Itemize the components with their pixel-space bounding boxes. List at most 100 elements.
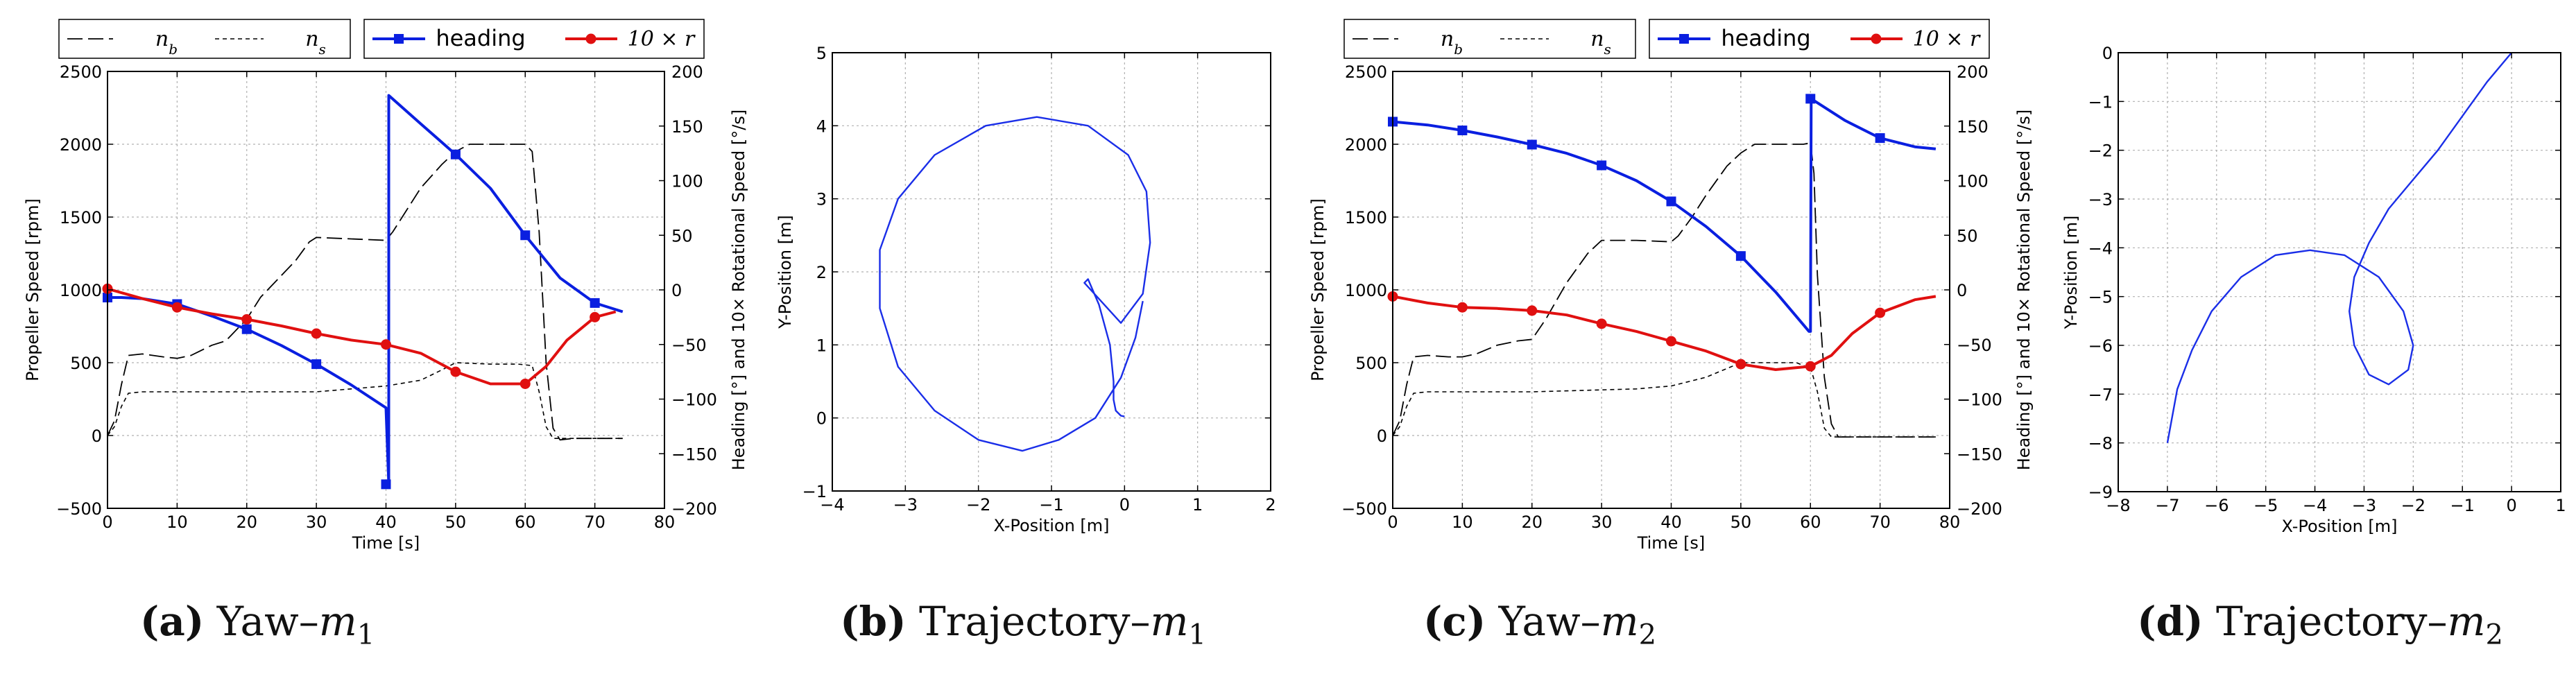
y-tick-label: −1	[802, 482, 827, 501]
y2-tick-label: 50	[1957, 226, 1978, 245]
y-tick-label: −3	[2088, 190, 2113, 209]
y-tick-label: 0	[2102, 44, 2113, 63]
y-tick-label: 0	[816, 409, 827, 429]
rate-marker	[1666, 336, 1676, 347]
y2-tick-label: −100	[671, 390, 717, 410]
y2-axis-label: Heading [°] and 10× Rotational Speed [°/…	[729, 110, 748, 470]
y-axis-label: Propeller Speed [rpm]	[1308, 198, 1328, 381]
x-axis-label: Time [s]	[352, 533, 420, 553]
heading-marker	[590, 298, 600, 308]
y-tick-label: −6	[2088, 336, 2113, 356]
x-tick-label: −3	[893, 495, 918, 515]
series-group-b	[879, 116, 1151, 452]
x-tick-label: −4	[2303, 496, 2327, 515]
y-tick-label: 3	[816, 190, 827, 209]
x-tick-label: −5	[2253, 496, 2278, 515]
y-tick-label: 1500	[60, 208, 102, 227]
rate-marker	[450, 366, 461, 377]
series-line-heading	[1393, 97, 1937, 333]
y-tick-label: 1000	[60, 281, 102, 300]
legend-marker-rate	[1871, 33, 1882, 44]
legend-box-propeller	[58, 19, 351, 59]
x-tick-label: 20	[236, 512, 257, 532]
y-tick-label: −500	[1341, 499, 1387, 519]
series-line-trajectory	[879, 116, 1151, 452]
grid-d	[2118, 52, 2561, 492]
rate-marker	[381, 339, 391, 350]
y2-tick-label: 200	[671, 62, 703, 82]
heading-marker	[1735, 251, 1746, 261]
x-tick-label: −6	[2204, 496, 2229, 515]
y-axis-label: Y-Position [m]	[775, 215, 795, 329]
y-tick-label: 1500	[1345, 208, 1387, 227]
x-tick-label: −3	[2352, 496, 2376, 515]
x-tick-label: 30	[306, 512, 327, 532]
grid-b	[832, 52, 1271, 492]
plot-frame-d	[2118, 52, 2561, 492]
y-tick-label: −2	[2088, 141, 2113, 161]
heading-marker	[1457, 126, 1468, 136]
x-tick-label: 40	[1660, 512, 1682, 532]
y-tick-label: 2500	[60, 62, 102, 82]
legend-label-heading: heading	[1721, 25, 1810, 51]
x-tick-label: 50	[1731, 512, 1752, 532]
rate-marker	[1457, 302, 1468, 313]
x-tick-label: 80	[1939, 512, 1961, 532]
x-tick-label: 40	[375, 512, 397, 532]
x-tick-label: 80	[654, 512, 676, 532]
y2-tick-label: −200	[671, 499, 717, 519]
x-tick-label: 2	[1265, 495, 1276, 515]
grid-c	[1392, 71, 1950, 509]
series-line-n-s	[108, 362, 623, 440]
y-tick-label: 2000	[1345, 135, 1387, 155]
x-tick-label: −4	[820, 495, 844, 515]
x-tick-label: 30	[1591, 512, 1613, 532]
y-tick-label: 5	[816, 44, 827, 63]
series-line-n-s	[1393, 362, 1936, 438]
y2-tick-label: 50	[671, 226, 693, 245]
y2-tick-label: −50	[671, 336, 707, 355]
y-tick-label: −5	[2088, 288, 2113, 307]
y-tick-label: −8	[2088, 434, 2113, 454]
rate-marker	[311, 328, 322, 339]
y2-tick-label: −150	[671, 445, 717, 464]
x-tick-label: 60	[1800, 512, 1821, 532]
y-tick-label: −7	[2088, 385, 2113, 404]
y-tick-label: −500	[56, 499, 102, 519]
y-tick-label: −9	[2088, 483, 2113, 502]
x-tick-label: 1	[2555, 496, 2566, 515]
legend-marker-heading	[1679, 34, 1689, 44]
y-tick-label: −4	[2088, 239, 2113, 258]
legend-label-heading: heading	[436, 25, 525, 51]
y2-tick-label: 100	[671, 172, 703, 191]
y2-tick-label: 150	[1957, 117, 1989, 137]
rate-marker	[1596, 318, 1607, 329]
series-line-n-b	[1393, 141, 1936, 438]
y-tick-label: −1	[2088, 92, 2113, 112]
legend-label-rate: 10 × r	[1913, 27, 1981, 51]
x-tick-label: −2	[2401, 496, 2425, 515]
y-tick-label: 2000	[60, 135, 102, 155]
figure-canvas: 0 10 20 30 40 50 60 70 80−5000500100015002000250…	[23, 19, 2566, 553]
heading-marker	[450, 149, 461, 160]
x-tick-label: 50	[445, 512, 467, 532]
rate-marker	[1805, 361, 1816, 372]
y2-tick-label: 150	[671, 117, 703, 137]
rate-marker	[241, 314, 252, 325]
heading-marker	[241, 324, 252, 334]
y-tick-label: 0	[1377, 426, 1387, 446]
chart-c: 0 10 20 30 40 50 60 70 80−5000500100015002000250…	[1308, 19, 2034, 553]
x-tick-label: −8	[2106, 496, 2130, 515]
series-line-n-b	[108, 144, 623, 441]
rate-marker	[1735, 359, 1746, 370]
y2-tick-label: 200	[1957, 62, 1989, 82]
legend-box-propeller	[1343, 19, 1636, 59]
rate-marker	[1875, 307, 1886, 318]
heading-marker	[1875, 133, 1885, 144]
x-tick-label: 0	[1387, 512, 1398, 532]
chart-a: 0 10 20 30 40 50 60 70 80−5000500100015002000250…	[23, 19, 748, 553]
series-group-d	[2166, 53, 2513, 443]
y-tick-label: 500	[70, 354, 102, 373]
rate-marker	[590, 311, 601, 322]
x-tick-label: −1	[2450, 496, 2475, 515]
